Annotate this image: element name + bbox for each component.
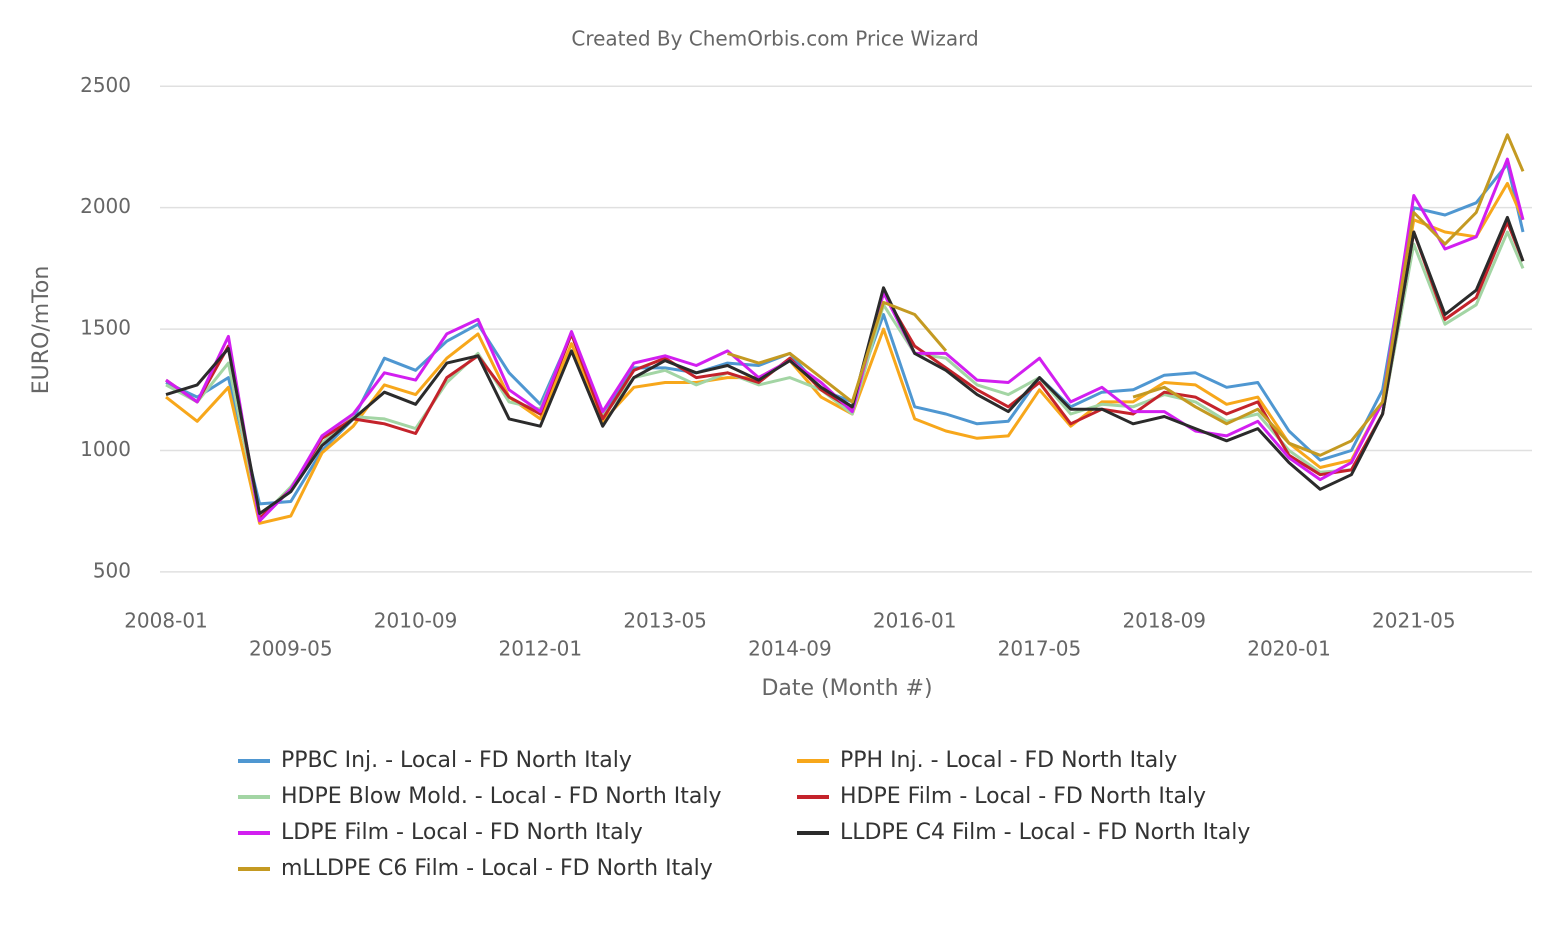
x-tick-label: 2016-01: [873, 609, 957, 633]
x-tick-label: 2020-01: [1247, 637, 1331, 661]
x-tick-label: 2018-09: [1122, 609, 1206, 633]
y-axis-label: EURO/mTon: [29, 266, 54, 395]
y-tick-label: 1500: [80, 316, 131, 340]
legend-label: LDPE Film - Local - FD North Italy: [281, 820, 643, 845]
legend-label: mLLDPE C6 Film - Local - FD North Italy: [281, 856, 713, 881]
series-line: [165, 220, 1525, 520]
series-line: [165, 230, 1525, 520]
y-tick-label: 2500: [80, 73, 131, 97]
series-line: [165, 215, 1525, 516]
y-tick-label: 1000: [80, 437, 131, 461]
chart-title: Created By ChemOrbis.com Price Wizard: [571, 27, 978, 51]
x-tick-label: 2013-05: [623, 609, 707, 633]
legend-label: PPBC Inj. - Local - FD North Italy: [281, 748, 632, 773]
y-tick-label: 2000: [80, 194, 131, 218]
x-tick-label: 2012-01: [499, 637, 583, 661]
x-tick-label: 2008-01: [124, 609, 208, 633]
series-line: [165, 157, 1525, 523]
series-line: [727, 300, 948, 404]
x-tick-label: 2014-09: [748, 637, 832, 661]
x-axis-label: Date (Month #): [761, 676, 932, 701]
x-tick-label: 2010-09: [374, 609, 458, 633]
x-tick-label: 2017-05: [998, 637, 1082, 661]
legend-label: HDPE Film - Local - FD North Italy: [840, 784, 1206, 809]
y-tick-label: 500: [93, 558, 131, 582]
legend-label: PPH Inj. - Local - FD North Italy: [840, 748, 1177, 773]
series-line: [165, 162, 1525, 506]
legend-label: LLDPE C4 Film - Local - FD North Italy: [840, 820, 1250, 845]
series-line: [1132, 133, 1525, 457]
x-tick-label: 2009-05: [249, 637, 333, 661]
legend-label: HDPE Blow Mold. - Local - FD North Italy: [281, 784, 722, 809]
x-tick-label: 2021-05: [1372, 609, 1456, 633]
